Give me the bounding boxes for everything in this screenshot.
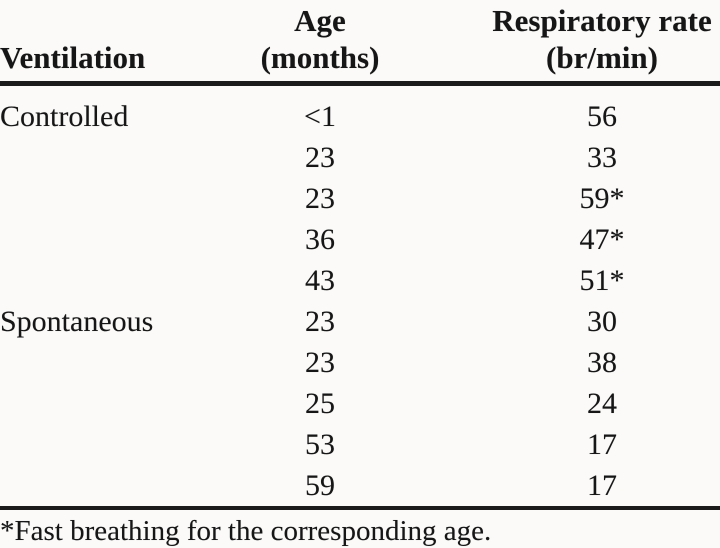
cell-age: 36 (305, 223, 335, 256)
cell-age: 23 (305, 346, 335, 379)
respiratory-rate-table: Ventilation Age (months) Respiratory rat… (0, 0, 720, 510)
table-row: Spontaneous 23 30 (0, 301, 720, 342)
cell-rate: 56 (587, 100, 617, 133)
col-header-age-line2: (months) (260, 40, 380, 75)
cell-ventilation (0, 260, 216, 301)
table-header: Ventilation Age (months) Respiratory rat… (0, 0, 720, 86)
table-row: 23 38 (0, 342, 720, 383)
table-row: 43 51* (0, 260, 720, 301)
col-header-respiratory-rate: Respiratory rate (br/min) (424, 0, 720, 86)
cell-ventilation (0, 137, 216, 178)
cell-rate: 47* (579, 223, 625, 256)
table-row: Controlled <1 56 (0, 84, 720, 138)
cell-rate: 17 (424, 465, 720, 510)
table-row: 59 17 (0, 465, 720, 510)
cell-ventilation (0, 178, 216, 219)
cell-age: 25 (305, 387, 335, 420)
cell-age: 43 (305, 264, 335, 297)
table-footnote: *Fast breathing for the corresponding ag… (0, 515, 492, 547)
col-header-respiratory-rate-line2: (br/min) (546, 40, 658, 75)
col-header-ventilation: Ventilation (0, 0, 216, 86)
cell-ventilation: Spontaneous (0, 305, 154, 338)
cell-rate: 33 (587, 141, 617, 174)
cell-rate: 38 (587, 346, 617, 379)
cell-rate: 17 (587, 428, 617, 461)
col-header-age-line1: Age (294, 3, 346, 38)
header-row: Ventilation Age (months) Respiratory rat… (0, 0, 720, 86)
cell-ventilation (0, 219, 216, 260)
cell-age: 53 (305, 428, 335, 461)
table-row: 23 33 (0, 137, 720, 178)
cell-ventilation (0, 465, 216, 510)
cell-ventilation (0, 342, 216, 383)
cell-rate: 24 (587, 387, 617, 420)
cell-ventilation: Controlled (0, 100, 129, 133)
col-header-age: Age (months) (216, 0, 424, 86)
table-row: 53 17 (0, 424, 720, 465)
col-header-respiratory-rate-line1: Respiratory rate (492, 3, 712, 38)
cell-rate: 30 (587, 305, 617, 338)
cell-age: 23 (305, 182, 335, 215)
cell-ventilation (0, 383, 216, 424)
col-header-ventilation-label: Ventilation (0, 40, 146, 75)
table-row: 23 59* (0, 178, 720, 219)
cell-age: 59 (216, 465, 424, 510)
cell-age: 23 (305, 141, 335, 174)
table-row: 36 47* (0, 219, 720, 260)
cell-age: 23 (305, 305, 335, 338)
table-body: Controlled <1 56 23 33 23 59* 36 47* (0, 84, 720, 510)
cell-ventilation (0, 424, 216, 465)
table-row: 25 24 (0, 383, 720, 424)
cell-age: <1 (304, 100, 336, 133)
cell-rate: 59* (579, 182, 625, 215)
cell-rate: 51* (579, 264, 625, 297)
